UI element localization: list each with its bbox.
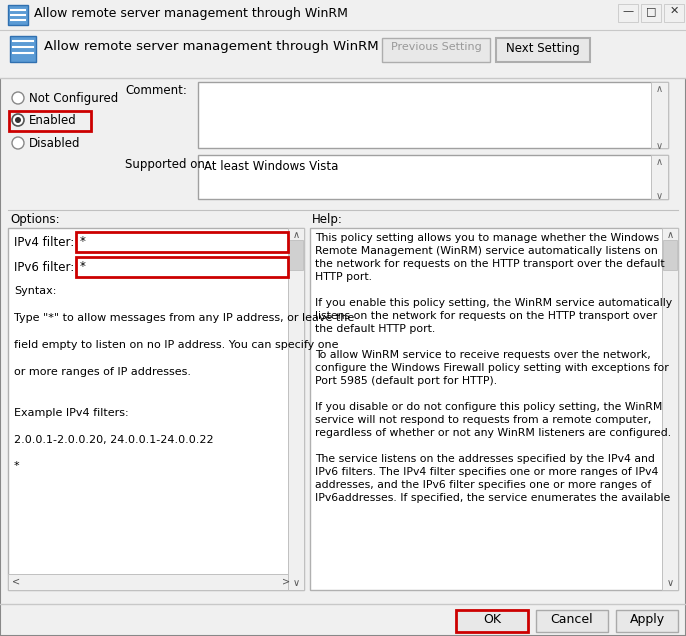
- Text: addresses, and the IPv6 filter specifies one or more ranges of: addresses, and the IPv6 filter specifies…: [315, 480, 651, 490]
- Text: Allow remote server management through WinRM: Allow remote server management through W…: [44, 40, 379, 53]
- Circle shape: [12, 137, 24, 149]
- Bar: [651, 155, 668, 199]
- Text: □: □: [646, 6, 657, 16]
- Text: IPv6 filters. The IPv4 filter specifies one or more ranges of IPv4: IPv6 filters. The IPv4 filter specifies …: [315, 467, 659, 477]
- Bar: [0, 30, 686, 78]
- Text: IPv4 filter:: IPv4 filter:: [14, 236, 74, 249]
- Bar: [641, 4, 661, 22]
- Text: Cancel: Cancel: [551, 613, 593, 626]
- Text: listens on the network for requests on the HTTP transport over: listens on the network for requests on t…: [315, 311, 657, 321]
- Circle shape: [15, 117, 21, 123]
- Text: Options:: Options:: [10, 213, 60, 226]
- Text: If you enable this policy setting, the WinRM service automatically: If you enable this policy setting, the W…: [315, 298, 672, 308]
- Bar: [0, 0, 686, 30]
- Text: To allow WinRM service to receive requests over the network,: To allow WinRM service to receive reques…: [315, 350, 651, 360]
- Text: ∨: ∨: [292, 578, 300, 588]
- Text: Apply: Apply: [630, 613, 665, 626]
- Text: —: —: [622, 6, 634, 16]
- Bar: [618, 4, 638, 22]
- Text: Not Configured: Not Configured: [29, 92, 118, 105]
- Text: Supported on:: Supported on:: [125, 158, 209, 171]
- Text: the default HTTP port.: the default HTTP port.: [315, 324, 435, 334]
- Bar: [198, 82, 668, 148]
- Text: IPv6 filter:: IPv6 filter:: [14, 261, 74, 274]
- Bar: [76, 232, 288, 252]
- Text: Example IPv4 filters:: Example IPv4 filters:: [14, 408, 129, 417]
- Bar: [310, 228, 678, 590]
- Text: >: >: [282, 576, 290, 586]
- Text: OK: OK: [483, 613, 501, 626]
- Bar: [76, 257, 288, 277]
- Bar: [664, 4, 684, 22]
- Text: ∨: ∨: [655, 191, 663, 201]
- Text: Disabled: Disabled: [29, 137, 80, 150]
- Text: Comment:: Comment:: [125, 84, 187, 97]
- Bar: [9, 111, 91, 131]
- Bar: [8, 228, 304, 590]
- Text: ∨: ∨: [666, 578, 674, 588]
- Text: ✕: ✕: [670, 6, 678, 16]
- Text: regardless of whether or not any WinRM listeners are configured.: regardless of whether or not any WinRM l…: [315, 428, 671, 438]
- Bar: [198, 155, 668, 199]
- Text: 2.0.0.1-2.0.0.20, 24.0.0.1-24.0.0.22: 2.0.0.1-2.0.0.20, 24.0.0.1-24.0.0.22: [14, 434, 213, 445]
- Text: the network for requests on the HTTP transport over the default: the network for requests on the HTTP tra…: [315, 259, 665, 269]
- Text: Allow remote server management through WinRM: Allow remote server management through W…: [34, 7, 348, 20]
- Text: Previous Setting: Previous Setting: [390, 42, 482, 52]
- Text: *: *: [14, 462, 20, 471]
- Text: Enabled: Enabled: [29, 114, 77, 127]
- Text: This policy setting allows you to manage whether the Windows: This policy setting allows you to manage…: [315, 233, 659, 243]
- Bar: [663, 240, 677, 270]
- Text: If you disable or do not configure this policy setting, the WinRM: If you disable or do not configure this …: [315, 402, 663, 412]
- Bar: [8, 5, 28, 25]
- Text: Port 5985 (default port for HTTP).: Port 5985 (default port for HTTP).: [315, 376, 497, 386]
- Bar: [8, 574, 288, 590]
- Text: *: *: [80, 235, 86, 248]
- Text: service will not respond to requests from a remote computer,: service will not respond to requests fro…: [315, 415, 652, 425]
- Text: HTTP port.: HTTP port.: [315, 272, 372, 282]
- Text: ∧: ∧: [655, 84, 663, 94]
- Text: ∨: ∨: [655, 141, 663, 151]
- Bar: [382, 38, 490, 62]
- Text: <: <: [12, 576, 20, 586]
- Text: Remote Management (WinRM) service automatically listens on: Remote Management (WinRM) service automa…: [315, 246, 658, 256]
- Text: ∧: ∧: [292, 230, 300, 240]
- Bar: [651, 82, 668, 148]
- Bar: [616, 610, 678, 632]
- Text: field empty to listen on no IP address. You can specify one: field empty to listen on no IP address. …: [14, 340, 338, 350]
- Text: configure the Windows Firewall policy setting with exceptions for: configure the Windows Firewall policy se…: [315, 363, 669, 373]
- Bar: [456, 610, 528, 632]
- Text: The service listens on the addresses specified by the IPv4 and: The service listens on the addresses spe…: [315, 454, 655, 464]
- Text: Type "*" to allow messages from any IP address, or leave the: Type "*" to allow messages from any IP a…: [14, 313, 354, 323]
- Circle shape: [12, 114, 24, 126]
- Bar: [288, 228, 304, 590]
- Text: ∧: ∧: [666, 230, 674, 240]
- Circle shape: [12, 92, 24, 104]
- Text: Next Setting: Next Setting: [506, 42, 580, 55]
- Text: IPv6addresses. If specified, the service enumerates the available: IPv6addresses. If specified, the service…: [315, 493, 670, 503]
- Text: At least Windows Vista: At least Windows Vista: [204, 160, 338, 173]
- Bar: [10, 36, 36, 62]
- Text: ∧: ∧: [655, 157, 663, 167]
- Text: Help:: Help:: [312, 213, 343, 226]
- Bar: [496, 38, 590, 62]
- Text: *: *: [80, 260, 86, 273]
- Bar: [289, 240, 303, 270]
- Bar: [536, 610, 608, 632]
- Bar: [662, 228, 678, 590]
- Text: Syntax:: Syntax:: [14, 286, 56, 296]
- Text: or more ranges of IP addresses.: or more ranges of IP addresses.: [14, 367, 191, 377]
